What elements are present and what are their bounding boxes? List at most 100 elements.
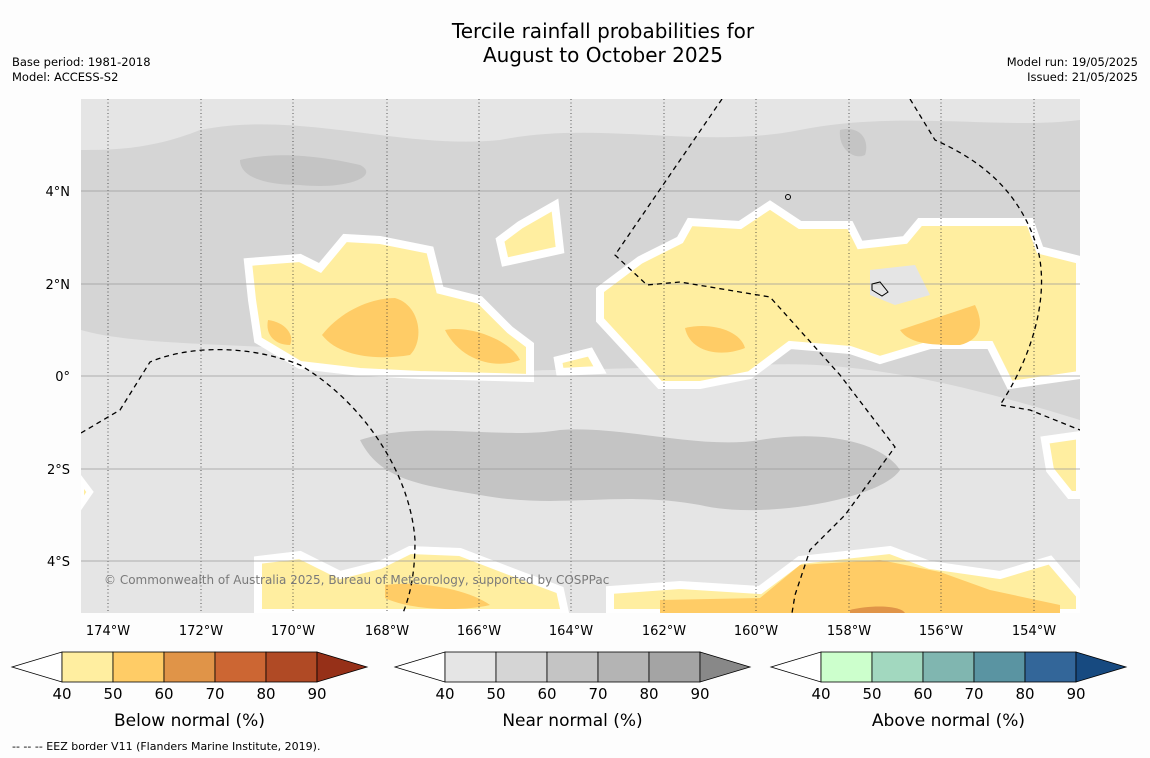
- island-icon-2: [785, 194, 791, 200]
- below-60-east-2: [900, 305, 980, 345]
- colorbar-tick-label: 90: [1066, 685, 1085, 703]
- below-40-east-edge: [1040, 430, 1080, 499]
- longitude-label: 170°W: [271, 624, 315, 639]
- colorbar-segment: [597, 651, 650, 683]
- below-60-west-3: [267, 320, 292, 345]
- below-60-southeast: [660, 560, 1060, 613]
- model-run: Model run: 19/05/2025: [1006, 55, 1138, 69]
- colorbar-tick-label: 80: [256, 685, 275, 703]
- base-period: Base period: 1981-2018: [12, 55, 151, 69]
- below-60-west-2: [445, 329, 520, 364]
- colorbar-segment: [214, 651, 267, 683]
- colorbar-over-arrow: [699, 651, 752, 683]
- near-40-region: [81, 99, 1080, 150]
- colorbar-tick-label: 80: [639, 685, 658, 703]
- longitude-label: 168°W: [365, 624, 409, 639]
- below-40-north-patch: [495, 198, 565, 267]
- below-60-east: [685, 326, 745, 353]
- near-60-region-3: [839, 129, 867, 157]
- colorbar-segment: [1024, 651, 1077, 683]
- colorbar-tick-label: 40: [811, 685, 830, 703]
- colorbar-tick-label: 50: [103, 685, 122, 703]
- colorbar-segment: [495, 651, 548, 683]
- longitude-labels: 174°W 172°W 170°W 168°W 166°W 164°W 162°W 160°W…: [86, 624, 1056, 639]
- colorbar-over-arrow: [316, 651, 369, 683]
- colorbars: 40 50 60 70 80 90 Below normal (%) 40 50 60 70 80 90…: [10, 651, 1128, 731]
- latitude-label: 4°N: [46, 185, 71, 200]
- colorbar-segment: [871, 651, 924, 683]
- title-line-1: Tercile rainfall probabilities for: [451, 19, 755, 43]
- latitude-label: 2°S: [47, 463, 70, 478]
- colorbar-segment: [648, 651, 701, 683]
- chart-title: Tercile rainfall probabilities for Augus…: [0, 19, 1150, 67]
- colorbar-2: 40 50 60 70 80 90 Near normal (%): [393, 651, 752, 731]
- longitude-label: 158°W: [827, 624, 871, 639]
- below-40-small-patch: [553, 347, 607, 377]
- below-70-southeast: [850, 606, 905, 613]
- gridlines: [81, 99, 1080, 613]
- near-60-region-2: [240, 155, 367, 186]
- colorbar-segment: [112, 651, 165, 683]
- colorbar-tick-label: 50: [862, 685, 881, 703]
- latitude-label: 4°S: [47, 555, 70, 570]
- colorbar-tick-label: 50: [486, 685, 505, 703]
- copyright-notice: © Commonwealth of Australia 2025, Bureau…: [104, 573, 609, 587]
- below-60-west: [322, 298, 419, 358]
- model-name: Model: ACCESS-S2: [12, 70, 119, 84]
- colorbar-1: 40 50 60 70 80 90 Below normal (%): [10, 651, 369, 731]
- colorbar-tick-label: 60: [913, 685, 932, 703]
- longitude-label: 156°W: [919, 624, 963, 639]
- title-line-2: August to October 2025: [482, 43, 724, 67]
- colorbar-segment: [61, 651, 114, 683]
- near-40-hole: [870, 265, 930, 305]
- longitude-label: 174°W: [86, 624, 130, 639]
- footnote: -- -- -- EEZ border V11 (Flanders Marine…: [12, 740, 321, 753]
- colorbar-under-arrow: [393, 651, 446, 683]
- colorbar-segment: [265, 651, 318, 683]
- near-60-region: [360, 429, 900, 511]
- longitude-label: 164°W: [549, 624, 593, 639]
- colorbar-tick-label: 60: [154, 685, 173, 703]
- colorbar-tick-label: 40: [435, 685, 454, 703]
- eez-border-central: [614, 99, 896, 613]
- colorbar-3: 40 50 60 70 80 90 Above normal (%): [769, 651, 1128, 731]
- meta-right: Model run: 19/05/2025 Issued: 21/05/2025: [1007, 55, 1138, 85]
- colorbar-tick-label: 70: [964, 685, 983, 703]
- colorbar-under-arrow: [10, 651, 63, 683]
- colorbar-tick-label: 40: [52, 685, 71, 703]
- colorbar-tick-label: 90: [307, 685, 326, 703]
- colorbar-label: Above normal (%): [872, 711, 1025, 731]
- colorbar-segment: [820, 651, 873, 683]
- colorbar-label: Near normal (%): [502, 711, 642, 731]
- latitude-label: 2°N: [46, 278, 71, 293]
- longitude-label: 154°W: [1012, 624, 1056, 639]
- colorbar-tick-label: 90: [690, 685, 709, 703]
- longitude-label: 162°W: [642, 624, 686, 639]
- eez-border-west: [81, 348, 416, 613]
- longitude-label: 160°W: [734, 624, 778, 639]
- below-60-south: [385, 583, 490, 610]
- below-40-west-edge: [81, 475, 94, 511]
- longitude-label: 166°W: [457, 624, 501, 639]
- latitude-label: 0°: [55, 370, 70, 385]
- longitude-label: 172°W: [179, 624, 223, 639]
- eez-border-east: [909, 99, 1080, 431]
- issued-date: Issued: 21/05/2025: [1027, 70, 1138, 84]
- colorbar-tick-label: 80: [1015, 685, 1034, 703]
- meta-left: Base period: 1981-2018 Model: ACCESS-S2: [12, 55, 151, 85]
- colorbar-segment: [922, 651, 975, 683]
- colorbar-segment: [973, 651, 1026, 683]
- colorbar-over-arrow: [1075, 651, 1128, 683]
- colorbar-tick-label: 70: [588, 685, 607, 703]
- colorbar-segment: [163, 651, 216, 683]
- latitude-labels: 4°N 2°N 0° 2°S 4°S: [46, 185, 71, 570]
- colorbar-label: Below normal (%): [114, 711, 265, 731]
- map-field: [81, 99, 1080, 613]
- colorbar-segment: [546, 651, 599, 683]
- colorbar-segment: [444, 651, 497, 683]
- colorbar-under-arrow: [769, 651, 822, 683]
- island-icon: [871, 281, 889, 297]
- colorbar-tick-label: 60: [537, 685, 556, 703]
- colorbar-tick-label: 70: [205, 685, 224, 703]
